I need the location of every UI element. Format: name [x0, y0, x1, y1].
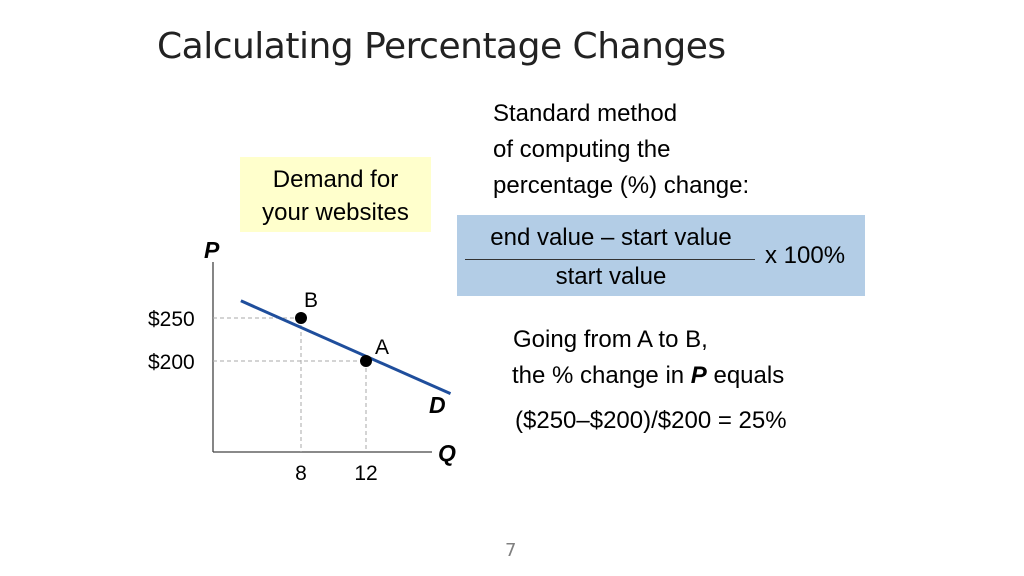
page-number: 7: [505, 540, 517, 561]
y-tick-label-200: $200: [148, 351, 195, 374]
going-line-2-var: P: [690, 362, 707, 389]
going-line-2: the % change in P equals: [512, 358, 784, 394]
demand-curve-label: D: [429, 392, 446, 418]
formula-multiplier: x 100%: [765, 242, 846, 269]
standard-method-line-2: of computing the: [493, 136, 671, 163]
x-tick-label-8: 8: [295, 462, 307, 485]
standard-method-text: Standard method of computing the percent…: [493, 96, 823, 204]
x-axis-label: Q: [438, 440, 456, 466]
going-line-2-pre: the % change in: [512, 362, 691, 389]
formula-numerator: end value – start value: [490, 224, 732, 251]
formula-box: end value – start value start value x 10…: [457, 215, 865, 296]
y-tick-label-250: $250: [148, 308, 195, 331]
point-b: [295, 312, 307, 324]
x-tick-label-12: 12: [354, 462, 377, 485]
point-label-b: B: [304, 289, 318, 312]
demand-label-box: Demand for your websites: [240, 157, 431, 232]
formula-denominator: start value: [555, 263, 667, 290]
standard-method-line-3: percentage (%) change:: [493, 172, 750, 199]
standard-method-line-1: Standard method: [493, 100, 678, 127]
demand-label-line-2: your websites: [262, 199, 409, 226]
point-a: [360, 355, 372, 367]
slide-title: Calculating Percentage Changes: [157, 26, 726, 67]
point-label-a: A: [375, 336, 389, 359]
going-line-1: Going from A to B,: [513, 326, 708, 353]
going-line-2-post: equals: [706, 362, 785, 389]
fraction-bar: [465, 259, 755, 260]
calculation-text: ($250–$200)/$200 = 25%: [515, 407, 787, 434]
demand-label-line-1: Demand for: [272, 166, 399, 193]
demand-curve: [240, 299, 452, 396]
y-axis-label: P: [204, 237, 220, 263]
going-text: Going from A to B, the % change in P equ…: [512, 322, 784, 394]
